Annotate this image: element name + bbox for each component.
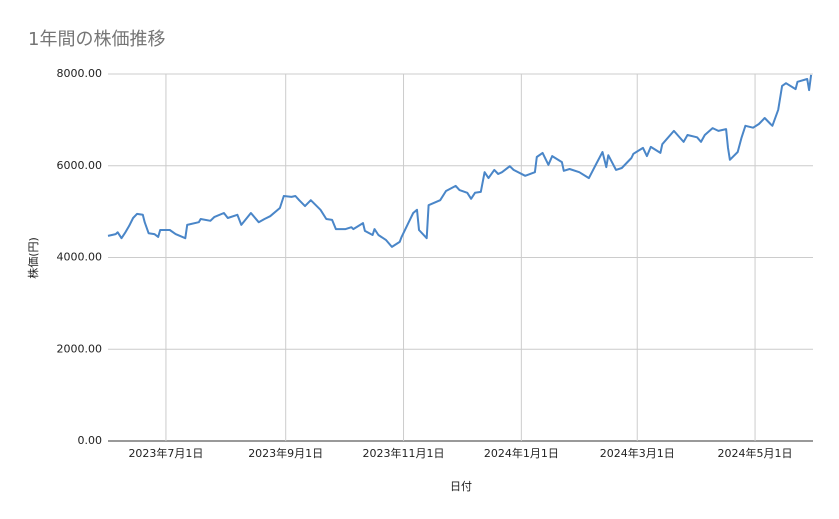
x-axis-title: 日付: [450, 480, 472, 493]
y-tick-label: 2000.00: [57, 342, 103, 355]
x-tick-label: 2024年1月1日: [484, 446, 559, 460]
y-tick-label: 0.00: [78, 434, 103, 447]
x-tick-label: 2023年11月1日: [363, 446, 445, 460]
y-tick-label: 6000.00: [57, 159, 103, 172]
chart-title: 1年間の株価推移: [28, 29, 165, 50]
y-axis-title: 株価(円): [26, 237, 40, 279]
y-tick-label: 4000.00: [57, 251, 103, 264]
x-tick-label: 2023年7月1日: [128, 446, 203, 460]
price-line: [107, 74, 813, 248]
y-tick-label: 8000.00: [57, 67, 103, 80]
x-tick-label: 2024年5月1日: [718, 446, 793, 460]
x-tick-label: 2023年9月1日: [248, 446, 323, 460]
x-tick-label: 2024年3月1日: [600, 446, 675, 460]
